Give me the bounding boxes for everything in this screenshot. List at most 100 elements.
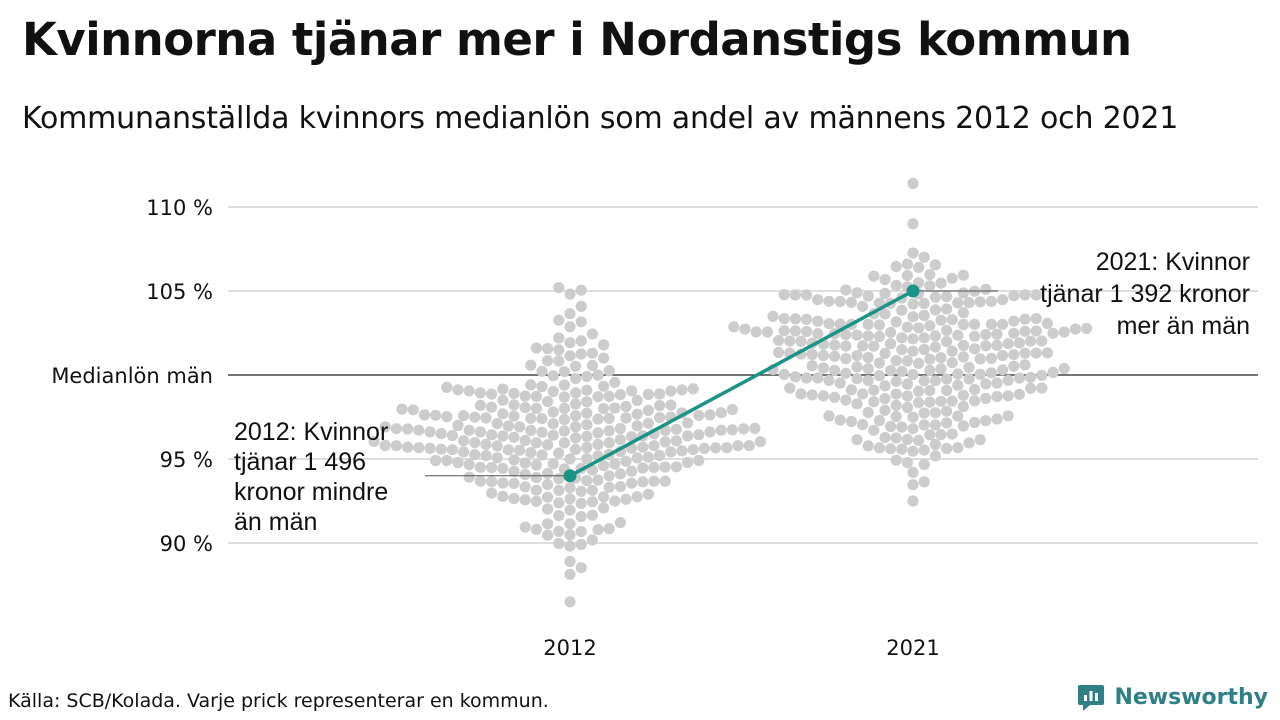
municipality-dot-2021 [728,321,740,333]
municipality-dot-2021 [873,370,886,382]
municipality-dot-2012 [564,308,576,320]
municipality-dot-2021 [885,326,897,338]
municipality-dot-2012 [586,347,599,359]
municipality-dot-2012 [637,462,649,474]
municipality-dot-2012 [379,439,391,452]
municipality-dot-2021 [1025,382,1037,394]
annotation-line: kronor mindre [234,478,388,506]
municipality-dot-2012 [474,399,486,411]
municipality-dot-2021 [851,329,863,341]
municipality-dot-2012 [570,398,582,410]
municipality-dot-2021 [957,339,970,352]
municipality-dot-2021 [890,355,902,367]
municipality-dot-2021 [840,340,852,352]
municipality-dot-2012 [581,441,593,454]
annotation-line: än män [234,508,317,536]
municipality-dot-2021 [896,344,908,356]
municipality-dot-2021 [862,406,874,419]
municipality-dot-2021 [812,315,824,327]
municipality-dot-2012 [402,441,414,453]
municipality-dot-2012 [508,399,520,411]
municipality-dot-2012 [508,387,520,399]
municipality-dot-2012 [570,443,582,455]
municipality-dot-2021 [845,415,858,428]
municipality-dot-2012 [564,568,576,580]
municipality-dot-2012 [547,418,559,430]
municipality-dot-2021 [935,314,947,326]
municipality-dot-2012 [648,440,660,452]
municipality-dot-2012 [553,473,565,485]
annotation-2012: 2012: Kvinnor tjänar 1 496 kronor mindre än… [234,418,388,536]
municipality-dot-2021 [885,338,897,350]
municipality-dot-2012 [491,418,503,430]
municipality-dot-2012 [553,314,565,326]
municipality-dot-2012 [620,412,632,424]
y-tick-label: 110 % [146,196,213,220]
municipality-dot-2012 [575,300,587,312]
municipality-dot-2021 [879,287,891,300]
municipality-dot-2012 [564,337,576,349]
chart-title: Kvinnorna tjänar mer i Nordanstigs kommu… [22,13,1132,66]
municipality-dot-2012 [553,332,565,344]
municipality-dot-2021 [851,398,863,410]
municipality-dot-2021 [739,323,751,335]
municipality-dot-2012 [379,421,391,433]
municipality-dot-2021 [991,390,1003,403]
municipality-dot-2012 [474,426,486,438]
municipality-dot-2012 [530,437,543,449]
municipality-dot-2012 [452,419,464,432]
municipality-dot-2012 [547,385,559,398]
municipality-dot-2021 [851,361,863,373]
municipality-dot-2021 [924,353,936,365]
municipality-dot-2021 [890,388,902,400]
municipality-dot-2012 [564,518,576,530]
municipality-dot-2012 [519,521,531,533]
municipality-dot-2012 [530,402,543,414]
municipality-dot-2021 [879,308,891,320]
municipality-dot-2012 [514,421,526,433]
municipality-dot-2021 [851,434,863,446]
municipality-dot-2021 [1030,325,1042,337]
municipality-dot-2021 [885,443,897,455]
municipality-dot-2012 [637,476,649,488]
brand-logo[interactable]: Newsworthy [1076,680,1268,714]
municipality-dot-2012 [542,518,554,530]
municipality-dot-2021 [862,440,874,452]
municipality-dot-2012 [598,352,610,364]
municipality-dot-2012 [519,468,531,481]
municipality-dot-2021 [957,400,970,413]
municipality-dot-2012 [525,359,537,371]
municipality-dot-2012 [519,402,531,414]
municipality-dot-2021 [952,379,964,391]
municipality-dot-2012 [575,316,587,328]
municipality-dot-2021 [901,378,914,390]
municipality-dot-2021 [862,363,874,375]
municipality-dot-2021 [767,310,779,322]
municipality-dot-2021 [952,368,964,380]
municipality-dot-2021 [1013,388,1025,400]
municipality-dot-2021 [913,261,925,273]
municipality-dot-2021 [913,385,925,397]
municipality-dot-2021 [957,287,970,299]
municipality-dot-2021 [1036,369,1048,381]
municipality-dot-2021 [879,432,891,444]
municipality-dot-2012 [564,596,576,608]
municipality-dot-2021 [918,419,930,431]
municipality-dot-2021 [795,335,807,347]
municipality-dot-2012 [530,390,543,402]
municipality-dot-2012 [609,495,621,507]
municipality-dot-2021 [924,385,936,397]
municipality-dot-2021 [997,349,1009,362]
municipality-dot-2012 [547,370,559,382]
municipality-dot-2021 [896,304,908,316]
municipality-dot-2021 [1008,290,1020,302]
municipality-dot-2021 [997,318,1009,330]
municipality-dot-2021 [969,395,981,407]
municipality-dot-2012 [710,442,722,454]
municipality-dot-2012 [592,413,604,425]
municipality-dot-2012 [665,385,677,397]
municipality-dot-2021 [896,332,908,344]
municipality-dot-2021 [946,272,958,284]
municipality-dot-2021 [778,325,790,337]
y-tick-label: 105 % [146,280,213,304]
